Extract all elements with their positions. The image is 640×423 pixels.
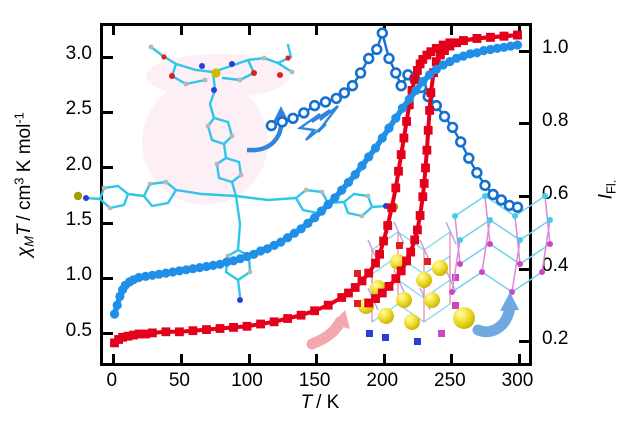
x-tick-0 [112, 26, 116, 35]
y-left-tick-label-1.5: 1.5 [65, 209, 92, 231]
x-tick-label-150: 150 [298, 370, 331, 391]
x-tick-label-100: 100 [231, 370, 263, 391]
y-left-tick-2.5 [103, 110, 113, 114]
x-tick-250 [450, 26, 454, 35]
y-left-tick-2 [103, 166, 113, 170]
y-left-tick-label-0.5: 0.5 [65, 319, 92, 341]
x-tick-250 [450, 354, 454, 363]
x-tick-label-300: 300 [501, 370, 534, 391]
y-right-tick-label-0.4: 0.4 [542, 255, 569, 277]
x-tick-150 [315, 26, 319, 35]
y-left-tick-0.5 [103, 332, 113, 336]
y-axis-left-title: χMT / cm3 K mol-1 [11, 112, 37, 258]
x-tick-300 [517, 354, 521, 363]
plot-area [103, 26, 529, 363]
x-tick-300 [517, 26, 521, 35]
y-left-tick-3 [103, 55, 113, 59]
x-tick-label-200: 200 [366, 370, 399, 391]
x-tick-50 [179, 354, 183, 363]
y-right-tick-label-1: 1.0 [542, 37, 569, 59]
x-tick-150 [315, 354, 319, 363]
x-tick-label-250: 250 [434, 370, 466, 391]
x-tick-label-50: 50 [168, 370, 190, 391]
y-right-tick-0.4 [519, 267, 529, 271]
x-tick-200 [382, 26, 386, 35]
y-left-tick-1 [103, 276, 113, 280]
x-tick-50 [179, 26, 183, 35]
y-right-tick-label-0.6: 0.6 [542, 182, 569, 204]
y-left-tick-label-1: 1.0 [65, 264, 92, 286]
y-right-tick-1 [519, 49, 529, 53]
x-axis-title: T / K [300, 392, 340, 413]
y-right-tick-0.8 [519, 122, 529, 126]
x-tick-label-0: 0 [106, 370, 118, 391]
x-tick-100 [247, 26, 251, 35]
x-tick-200 [382, 354, 386, 363]
y-left-tick-label-2.5: 2.5 [65, 98, 92, 120]
plot-frame [100, 23, 532, 366]
y-right-tick-0.6 [519, 195, 529, 198]
y-left-tick-label-3: 3.0 [65, 43, 92, 64]
y-right-tick-0.2 [519, 340, 529, 344]
x-tick-100 [247, 354, 251, 363]
y-right-tick-label-0.8: 0.8 [542, 109, 569, 131]
y-left-tick-label-2: 2.0 [65, 153, 92, 175]
y-left-tick-1.5 [103, 221, 113, 225]
x-tick-0 [112, 354, 116, 363]
y-right-tick-label-0.2: 0.2 [542, 327, 569, 349]
